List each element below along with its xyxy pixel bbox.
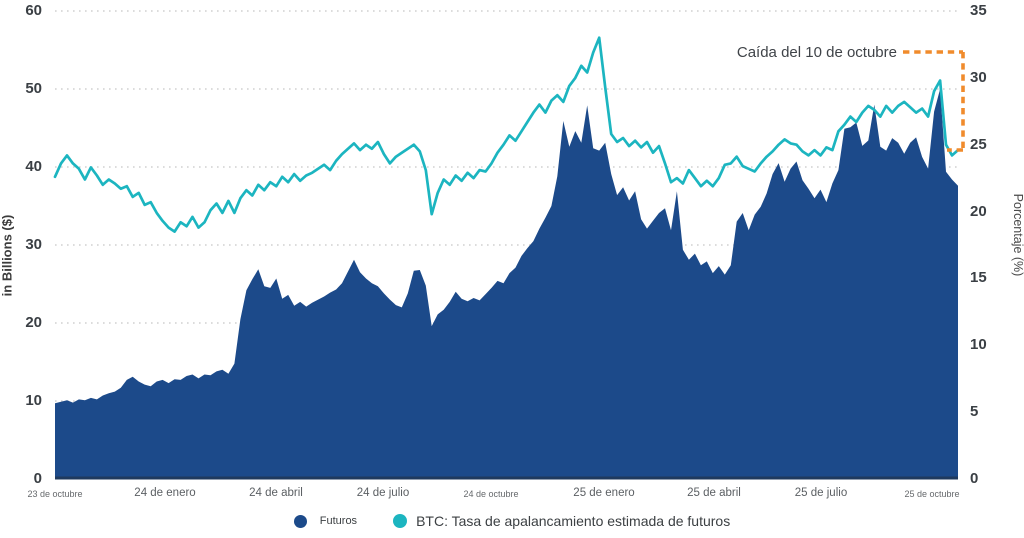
left-axis-tick-label: 10 [25, 392, 42, 409]
x-axis-date-label: 24 de abril [249, 487, 303, 499]
futures-area-series [55, 89, 958, 479]
left-axis-title: in Billions ($) [0, 214, 15, 297]
legend: Futuros BTC: Tasa de apalancamiento esti… [0, 513, 1024, 529]
right-axis-tick-label: 30 [970, 68, 987, 86]
left-axis-tick-label: 20 [25, 314, 42, 331]
legend-item-leverage: BTC: Tasa de apalancamiento estimada de … [393, 513, 730, 529]
legend-item-futures: Futuros [293, 514, 358, 528]
x-axis-date-label: 25 de julio [794, 487, 848, 499]
right-axis-tick-label: 0 [970, 470, 979, 487]
left-axis-tick-label: 50 [25, 80, 42, 97]
right-axis-title: Porcentaje (%) [1011, 193, 1024, 277]
leverage-line-series [53, 36, 960, 233]
right-axis-tick-label: 10 [970, 336, 987, 354]
x-axis-date-label: 23 de octubre [27, 489, 83, 499]
annotation-label: Caída del 10 de octubre [736, 44, 897, 61]
futures-legend-dot-icon [293, 514, 307, 528]
x-axis-date-label: 24 de julio [356, 487, 410, 499]
right-axis-tick-label: 20 [970, 202, 987, 220]
right-axis-tick-label: 15 [970, 269, 987, 287]
x-axis-date-label: 25 de abril [687, 487, 741, 499]
leverage-legend-label: BTC: Tasa de apalancamiento estimada de … [416, 513, 731, 529]
leverage-legend-dot-icon [393, 514, 408, 528]
x-axis-date-label: 25 de enero [573, 487, 635, 499]
futures-legend-label: Futuros [319, 515, 358, 527]
x-axis-date-label: 24 de octubre [463, 489, 519, 499]
x-axis-date-label: 25 de octubre [904, 489, 960, 499]
left-axis-tick-label: 40 [25, 158, 42, 175]
right-axis-tick-label: 25 [970, 135, 987, 153]
annotation-dashed-line [903, 50, 965, 152]
left-axis-tick-label: 0 [33, 470, 42, 487]
right-axis-tick-label: 35 [970, 2, 987, 19]
right-axis-tick-label: 5 [970, 403, 979, 421]
left-axis-tick-label: 30 [25, 236, 42, 253]
x-axis-date-label: 24 de enero [134, 487, 196, 499]
left-axis-tick-label: 60 [25, 2, 42, 19]
